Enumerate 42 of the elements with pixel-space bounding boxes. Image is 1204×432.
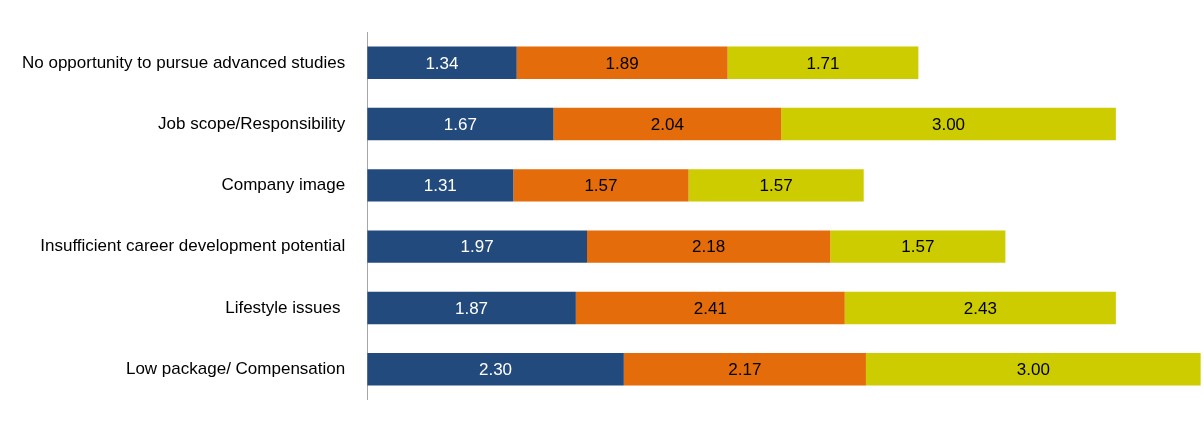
data-label: 2.04 bbox=[650, 114, 684, 134]
data-label: 2.17 bbox=[728, 359, 762, 379]
bar bbox=[844, 291, 1116, 325]
bar bbox=[575, 291, 845, 325]
data-label: 1.34 bbox=[425, 53, 459, 73]
bar bbox=[367, 169, 514, 202]
bar bbox=[367, 291, 576, 325]
bar bbox=[367, 107, 554, 141]
y-tick-label: No opportunity to pursue advanced studies bbox=[21, 52, 346, 72]
data-label: 1.87 bbox=[454, 298, 489, 318]
data-label: 2.30 bbox=[478, 359, 513, 379]
y-tick-label: Low package/ Compensation bbox=[125, 358, 346, 378]
data-label: 1.31 bbox=[423, 176, 457, 196]
bar bbox=[587, 230, 831, 263]
data-label: 1.67 bbox=[443, 114, 477, 134]
bar bbox=[367, 46, 517, 80]
data-label: 1.57 bbox=[584, 176, 618, 196]
data-label: 3.00 bbox=[1016, 359, 1050, 379]
data-label: 2.18 bbox=[692, 237, 726, 257]
bar bbox=[688, 169, 864, 202]
bar bbox=[553, 107, 782, 141]
bar bbox=[513, 169, 689, 202]
bar bbox=[623, 352, 866, 386]
y-tick-label: Insufficient career development potential bbox=[40, 236, 346, 256]
bar bbox=[727, 46, 919, 80]
bar bbox=[516, 46, 728, 80]
bar bbox=[781, 107, 1116, 141]
bar bbox=[830, 230, 1006, 263]
y-tick-label: Job scope/Responsibility bbox=[158, 113, 346, 133]
data-label: 1.71 bbox=[806, 53, 840, 73]
y-tick-label: Company image bbox=[221, 175, 346, 195]
data-label: 3.00 bbox=[931, 114, 966, 134]
bar bbox=[367, 230, 588, 263]
y-tick-label: Lifestyle issues bbox=[225, 297, 346, 317]
data-label: 1.89 bbox=[605, 53, 639, 73]
data-label: 1.97 bbox=[460, 237, 494, 257]
data-label: 1.57 bbox=[901, 237, 935, 257]
bar bbox=[367, 352, 624, 386]
data-label: 2.43 bbox=[963, 298, 997, 318]
data-label: 1.57 bbox=[759, 176, 793, 196]
bar bbox=[865, 352, 1201, 386]
data-label: 2.41 bbox=[693, 298, 727, 318]
